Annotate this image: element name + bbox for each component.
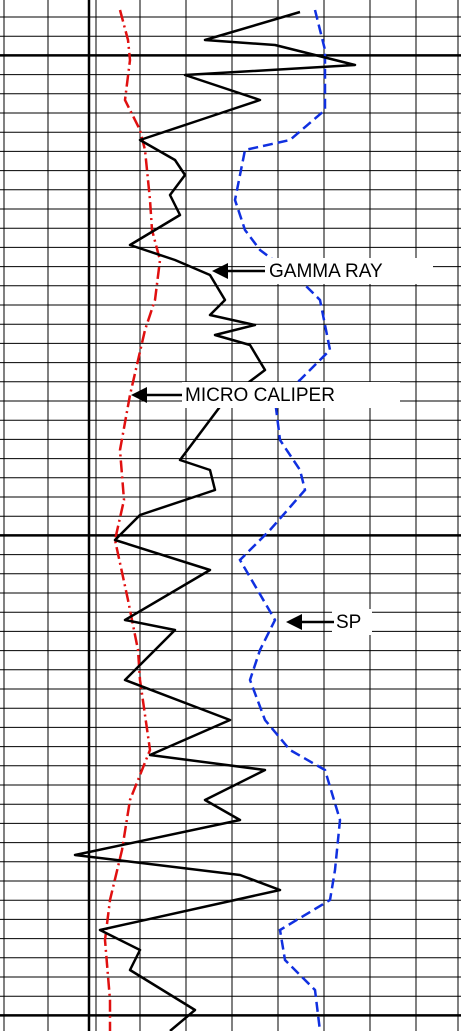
sp-curve <box>233 9 342 1031</box>
gamma-ray-curve <box>73 10 357 1031</box>
arrow-head <box>131 387 147 403</box>
gamma-ray-callout: GAMMA RAY <box>212 258 433 284</box>
sp-callout: SP <box>286 609 372 635</box>
callout-label: SP <box>336 612 361 633</box>
arrow-head <box>212 263 228 279</box>
label-bg <box>265 258 433 284</box>
callout-label: GAMMA RAY <box>269 261 383 282</box>
micro-caliper-callout: MICRO CALIPER <box>131 382 400 408</box>
arrow-head <box>286 614 302 630</box>
callout-label: MICRO CALIPER <box>185 385 335 406</box>
label-bg <box>182 382 400 408</box>
label-bg <box>332 609 372 635</box>
micro-caliper-curve <box>103 9 162 1031</box>
